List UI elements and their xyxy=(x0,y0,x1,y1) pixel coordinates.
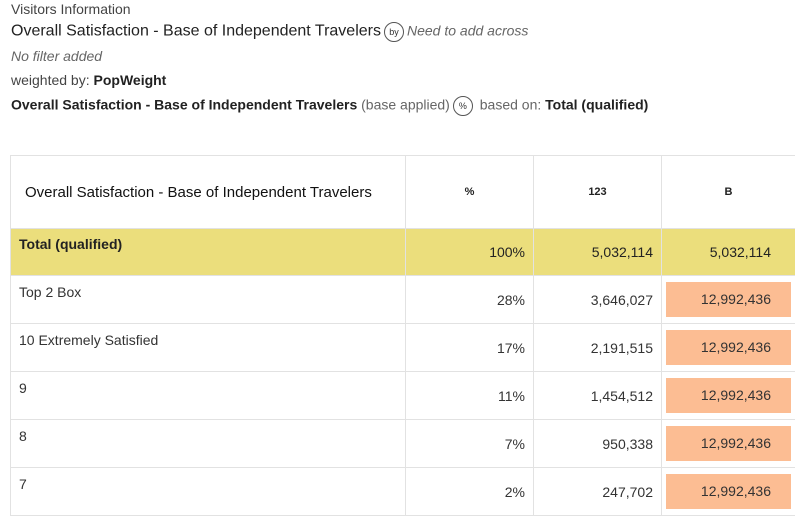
column-header: 123 xyxy=(534,156,662,229)
title: Overall Satisfaction - Base of Independe… xyxy=(11,23,381,40)
cell: 5,032,114 xyxy=(534,229,662,276)
header-row: Overall Satisfaction - Base of Independe… xyxy=(11,156,795,229)
cell: 2,191,515 xyxy=(534,324,662,372)
cell: 5,032,114 xyxy=(662,229,795,276)
row-label: 9 xyxy=(11,372,406,420)
base-icon[interactable]: % xyxy=(453,96,473,116)
column-header: % xyxy=(406,156,534,229)
cell-value: 12,992,436 xyxy=(666,378,791,413)
title-note: Need to add across xyxy=(407,23,528,39)
row-label: 8 xyxy=(11,420,406,468)
page: Visitors Information Overall Satisfactio… xyxy=(0,0,795,470)
cell: 950,338 xyxy=(534,420,662,468)
title-line: Overall Satisfaction - Base of Independe… xyxy=(11,22,528,42)
cell: 12,992,436 xyxy=(662,420,795,468)
row-label: Top 2 Box xyxy=(11,276,406,324)
cell: 7% xyxy=(406,420,534,468)
cell-value: 5,032,114 xyxy=(666,235,791,270)
base-variable: Overall Satisfaction - Base of Independe… xyxy=(11,97,357,113)
cell: 12,992,436 xyxy=(662,276,795,324)
crosstab: Overall Satisfaction - Base of Independe… xyxy=(10,155,795,516)
based-on-value: Total (qualified) xyxy=(545,97,648,113)
base-status: (base applied) xyxy=(361,97,450,113)
cell: 247,702 xyxy=(534,468,662,516)
section-label: Visitors Information xyxy=(11,1,131,17)
weight-label: weighted by: xyxy=(11,72,90,88)
cell-value: 12,992,436 xyxy=(666,426,791,461)
column-header: Overall Satisfaction - Base of Independe… xyxy=(11,156,406,229)
base-line: Overall Satisfaction - Base of Independe… xyxy=(11,96,648,116)
based-on-label: based on: xyxy=(480,97,542,113)
cell: 2% xyxy=(406,468,534,516)
by-icon[interactable]: by xyxy=(384,22,404,42)
cell-value: 12,992,436 xyxy=(666,282,791,317)
cell: 12,992,436 xyxy=(662,324,795,372)
cell: 1,454,512 xyxy=(534,372,662,420)
cell-value: 12,992,436 xyxy=(666,474,791,509)
row-label: Total (qualified) xyxy=(11,229,406,276)
cell: 17% xyxy=(406,324,534,372)
row-label: 7 xyxy=(11,468,406,516)
weight-line: weighted by: PopWeight xyxy=(11,72,166,88)
cell: 3,646,027 xyxy=(534,276,662,324)
row-label: 10 Extremely Satisfied xyxy=(11,324,406,372)
cell: 100% xyxy=(406,229,534,276)
cell: 12,992,436 xyxy=(662,372,795,420)
cell: 12,992,436 xyxy=(662,468,795,516)
column-header: B xyxy=(662,156,795,229)
filter-note: No filter added xyxy=(11,48,102,64)
cell: 11% xyxy=(406,372,534,420)
cell: 28% xyxy=(406,276,534,324)
weight-value: PopWeight xyxy=(94,72,167,88)
cell-value: 12,992,436 xyxy=(666,330,791,365)
